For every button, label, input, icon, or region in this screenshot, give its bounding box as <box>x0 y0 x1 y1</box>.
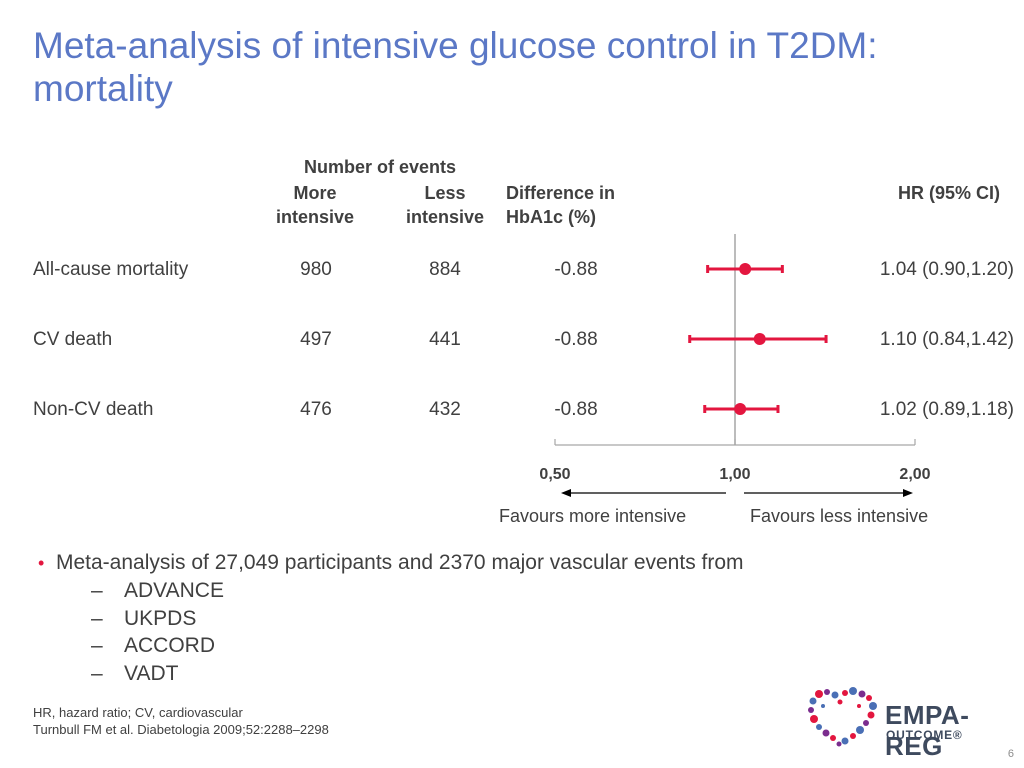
favours-less-intensive-label: Favours less intensive <box>750 506 929 526</box>
header-difference-hba1c: Difference in HbA1c (%) <box>506 181 646 229</box>
row-hr-text: 1.04 (0.90,1.20) <box>879 259 1014 280</box>
logo-text-main: EMPA-REG <box>885 700 970 761</box>
header-difference-line1: Difference in <box>506 183 616 203</box>
header-less-intensive: Less intensive <box>395 181 495 229</box>
heart-dots-logo-icon <box>808 687 877 747</box>
bullet-sub-item: – ACCORD <box>38 632 744 660</box>
trial-name: VADT <box>124 661 179 685</box>
row-more-events: 980 <box>300 259 332 280</box>
arrow-left-icon <box>561 489 571 497</box>
row-hr-text: 1.02 (0.89,1.18) <box>879 399 1014 420</box>
row-label: CV death <box>33 329 113 350</box>
header-number-of-events: Number of events <box>303 157 457 177</box>
forest-plot: 0,50 1,00 2,00 <box>539 234 931 497</box>
bullet-dot-icon: • <box>38 553 45 573</box>
bullet-sub-item: – VADT <box>38 660 744 688</box>
row-more-events: 497 <box>300 329 332 350</box>
dash-icon: – <box>91 661 103 685</box>
row-more-events: 476 <box>300 399 332 420</box>
row-hr-text: 1.10 (0.84,1.42) <box>879 329 1014 350</box>
row-hba1c-diff: -0.88 <box>554 329 598 350</box>
logo-text-sub: OUTCOME® <box>886 728 963 742</box>
hr-point <box>739 263 752 275</box>
header-difference-line2: HbA1c (%) <box>506 207 597 227</box>
footnote-abbreviations: HR, hazard ratio; CV, cardiovascular <box>33 705 243 720</box>
row-label: Non-CV death <box>33 399 154 420</box>
header-hr: HR (95% CI) <box>897 183 1000 203</box>
row-hba1c-diff: -0.88 <box>554 399 598 420</box>
bullet-sub-item: – ADVANCE <box>38 577 744 605</box>
footnote-reference: Turnbull FM et al. Diabetologia 2009;52:… <box>33 722 329 737</box>
bullet-sub-item: – UKPDS <box>38 605 744 633</box>
empa-reg-logo: EMPA-REG OUTCOME® <box>805 686 1015 761</box>
trial-name: UKPDS <box>124 606 197 630</box>
bullet-main-text: Meta-analysis of 27,049 participants and… <box>56 551 744 574</box>
slide-title: Meta-analysis of intensive glucose contr… <box>33 25 878 109</box>
header-less-intensive-line2: intensive <box>405 207 485 227</box>
bullet-list: • Meta-analysis of 27,049 participants a… <box>38 549 744 687</box>
trial-name: ACCORD <box>124 634 216 657</box>
arrow-right-icon <box>903 489 913 497</box>
x-tick-label: 2,00 <box>899 466 930 483</box>
trial-name: ADVANCE <box>124 579 224 602</box>
header-less-intensive-line1: Less <box>424 183 466 203</box>
hr-point <box>753 333 766 345</box>
row-less-events: 432 <box>429 399 461 420</box>
page-number: 6 <box>1007 748 1014 760</box>
x-tick-label: 0,50 <box>539 466 570 483</box>
favours-more-intensive-label: Favours more intensive <box>499 506 687 526</box>
row-less-events: 884 <box>429 259 461 280</box>
dash-icon: – <box>91 579 103 602</box>
row-less-events: 441 <box>429 329 461 350</box>
header-more-intensive: More intensive <box>265 181 365 229</box>
row-hba1c-diff: -0.88 <box>554 259 598 280</box>
dash-icon: – <box>91 606 103 630</box>
row-label: All-cause mortality <box>33 259 189 280</box>
header-more-intensive-line2: intensive <box>275 207 355 227</box>
bullet-main: • Meta-analysis of 27,049 participants a… <box>38 549 744 577</box>
x-tick-label: 1,00 <box>719 466 750 483</box>
hr-point <box>734 403 747 415</box>
header-more-intensive-line1: More <box>293 183 337 203</box>
dash-icon: – <box>91 634 103 657</box>
